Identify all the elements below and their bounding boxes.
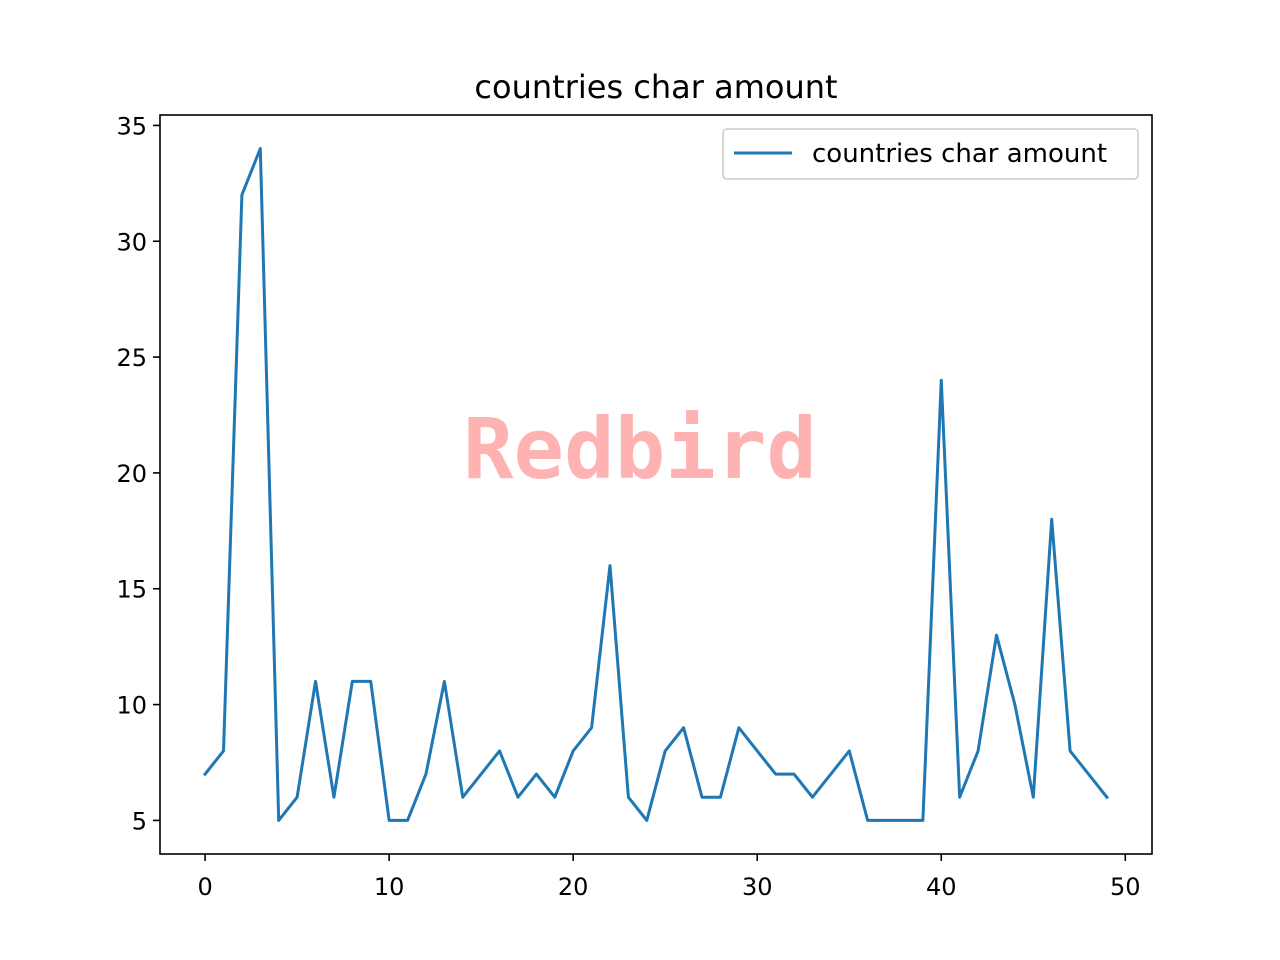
x-tick-label: 40 [926,873,957,901]
y-tick-label: 30 [116,228,147,256]
legend-label: countries char amount [812,139,1107,169]
chart-title: countries char amount [474,68,837,106]
y-axis: 5 10 15 20 25 30 35 [116,112,160,835]
x-tick-label: 20 [558,873,589,901]
x-tick-label: 30 [742,873,773,901]
y-tick-label: 25 [116,344,147,372]
x-tick-label: 0 [197,873,212,901]
series-line-0 [202,147,1110,822]
x-tick-label: 50 [1110,873,1141,901]
plot-area [159,114,1153,855]
x-axis: 0 10 20 30 40 50 [197,854,1141,901]
y-tick-label: 10 [116,692,147,720]
legend: countries char amount [722,128,1139,180]
x-tick-label: 10 [374,873,405,901]
axes-frame [159,114,1153,855]
watermark-text: Redbird [463,400,817,498]
y-tick-label: 20 [116,460,147,488]
legend-box [722,128,1139,180]
y-tick-label: 5 [132,807,147,835]
y-tick-label: 15 [116,576,147,604]
y-tick-label: 35 [116,112,147,140]
